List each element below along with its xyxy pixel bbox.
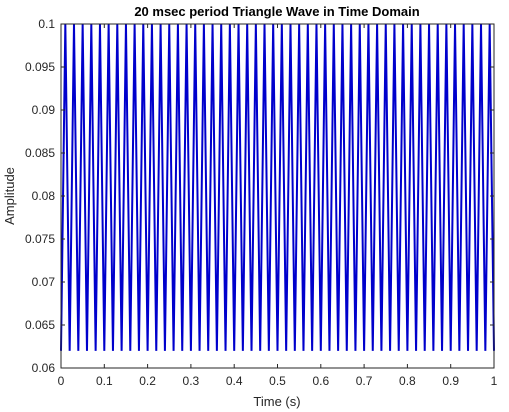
y-tick-label: 0.095 bbox=[25, 60, 55, 74]
x-tick-label: 1 bbox=[491, 374, 498, 388]
tick-layer: 0 0.1 0.2 0.3 0.4 0.5 0.6 0.7 0.8 0.9 1 0.06 0.065 0.… bbox=[25, 17, 498, 388]
series-layer bbox=[60, 23, 495, 351]
y-axis-label: Amplitude bbox=[2, 167, 17, 225]
chart-title: 20 msec period Triangle Wave in Time Dom… bbox=[134, 4, 419, 19]
y-tick-label: 0.06 bbox=[32, 361, 56, 375]
y-tick-label: 0.085 bbox=[25, 146, 55, 160]
series-line-0 bbox=[60, 23, 495, 351]
x-tick-label: 0.8 bbox=[399, 374, 416, 388]
y-tick-label: 0.1 bbox=[38, 17, 55, 31]
x-tick-label: 0.1 bbox=[96, 374, 113, 388]
x-tick-label: 0.7 bbox=[356, 374, 373, 388]
y-tick-label: 0.065 bbox=[25, 318, 55, 332]
y-tick-label: 0.07 bbox=[32, 275, 56, 289]
x-tick-label: 0.9 bbox=[442, 374, 459, 388]
y-tick-label: 0.09 bbox=[32, 103, 56, 117]
y-tick-label: 0.075 bbox=[25, 232, 55, 246]
x-tick-label: 0.3 bbox=[183, 374, 200, 388]
x-tick-label: 0.4 bbox=[226, 374, 243, 388]
x-tick-label: 0.2 bbox=[139, 374, 156, 388]
x-tick-label: 0.5 bbox=[269, 374, 286, 388]
x-tick-label: 0 bbox=[58, 374, 65, 388]
x-axis-label: Time (s) bbox=[253, 394, 300, 409]
y-tick-label: 0.08 bbox=[32, 189, 56, 203]
x-tick-label: 0.6 bbox=[312, 374, 329, 388]
